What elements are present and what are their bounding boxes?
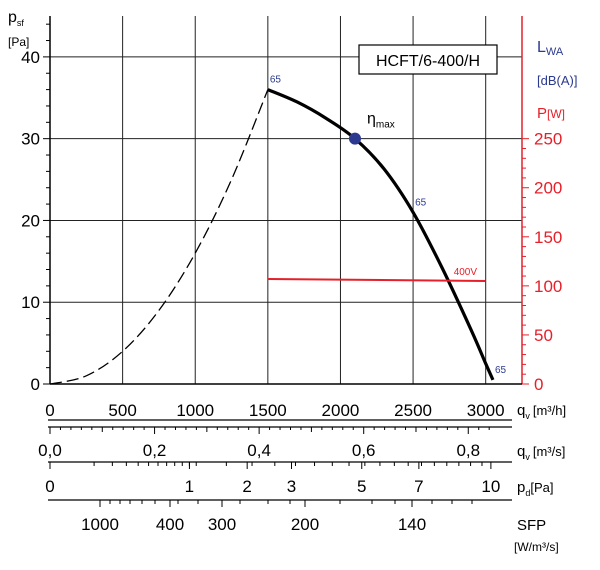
right-tick-label: 200	[534, 179, 562, 198]
right-axis-lwa-unit: [dB(A)]	[537, 73, 577, 88]
m3s-scale-label: qv [m³/s]	[517, 443, 565, 462]
pd-tick-label: 0	[45, 477, 54, 496]
sfp-tick-label: 1000	[81, 515, 119, 534]
sound-level-label: 65	[270, 75, 282, 86]
x-axis-label: qv [m³/h]	[517, 402, 566, 421]
system-curve-dashed	[49, 89, 269, 385]
left-tick-label: 20	[21, 211, 40, 230]
model-label-box	[358, 44, 498, 75]
m3s-tick-label: 0,4	[247, 441, 271, 460]
pd-tick-label: 1	[185, 477, 194, 496]
right-tick-label: 150	[534, 228, 562, 247]
fan-curve	[267, 88, 495, 381]
x-tick-label: 3000	[467, 401, 505, 420]
eta-max-point	[348, 132, 361, 145]
x-tick-label: 2500	[394, 401, 432, 420]
right-axis-power-unit: [W]	[547, 107, 565, 121]
left-axis-label-sub: sf	[17, 18, 25, 28]
m3s-tick-label: 0,0	[38, 441, 62, 460]
right-axis-ticks: 0 50 100 150 200 250	[522, 130, 562, 394]
power-line-label: 400V	[454, 267, 478, 278]
pd-tick-label: 3	[287, 477, 296, 496]
left-axis-label: psf	[8, 9, 24, 28]
right-axis-lwa-label: LWA	[537, 39, 564, 58]
sound-level-label: 65	[495, 365, 507, 376]
right-tick-label: 50	[534, 326, 553, 345]
sfp-tick-label: 140	[398, 515, 426, 534]
series-layer: 400V 65 65 65 ηmax	[49, 75, 507, 385]
left-axis-unit: [Pa]	[8, 35, 29, 49]
m3s-tick-label: 0,2	[143, 441, 167, 460]
right-tick-label: 0	[534, 375, 543, 394]
x-tick-label: 0	[45, 401, 54, 420]
model-label: HCFT/6-400/H	[376, 53, 480, 70]
left-tick-label: 30	[21, 130, 40, 149]
x-tick-label: 1500	[249, 401, 287, 420]
right-axis-power-label: P[W]	[537, 105, 565, 122]
power-line	[267, 277, 486, 282]
left-tick-label: 0	[31, 375, 40, 394]
bottom-scales: 0 500 1000 1500 2000 2500 3000 0,0 0,2 0,4 0,6 0,8 0…	[38, 401, 512, 534]
right-tick-label: 100	[534, 277, 562, 296]
plot-frame	[49, 16, 523, 385]
sfp-scale-label: SFP	[517, 517, 546, 534]
sfp-tick-label: 400	[156, 515, 184, 534]
sfp-tick-label: 300	[208, 515, 236, 534]
pd-tick-label: 7	[414, 477, 423, 496]
right-axis-lwa-sub: WA	[546, 46, 564, 58]
pd-tick-label: 2	[242, 477, 251, 496]
x-tick-label: 2000	[322, 401, 360, 420]
eta-max-label: ηmax	[367, 111, 395, 131]
left-tick-label: 40	[21, 48, 40, 67]
m3s-tick-label: 0,6	[352, 441, 376, 460]
x-tick-label: 1000	[176, 401, 214, 420]
pd-tick-label: 10	[481, 477, 500, 496]
pd-scale-label: pd[Pa]	[517, 479, 553, 498]
right-tick-label: 250	[534, 130, 562, 149]
m3s-tick-label: 0,8	[456, 441, 480, 460]
left-tick-label: 10	[21, 293, 40, 312]
pd-tick-label: 5	[357, 477, 366, 496]
sfp-tick-label: 200	[291, 515, 319, 534]
left-axis-ticks: 0 10 20 30 40	[21, 23, 50, 394]
x-tick-label: 500	[108, 401, 136, 420]
sound-level-label: 65	[415, 197, 427, 208]
sfp-scale-unit: [W/m³/s]	[514, 540, 559, 554]
